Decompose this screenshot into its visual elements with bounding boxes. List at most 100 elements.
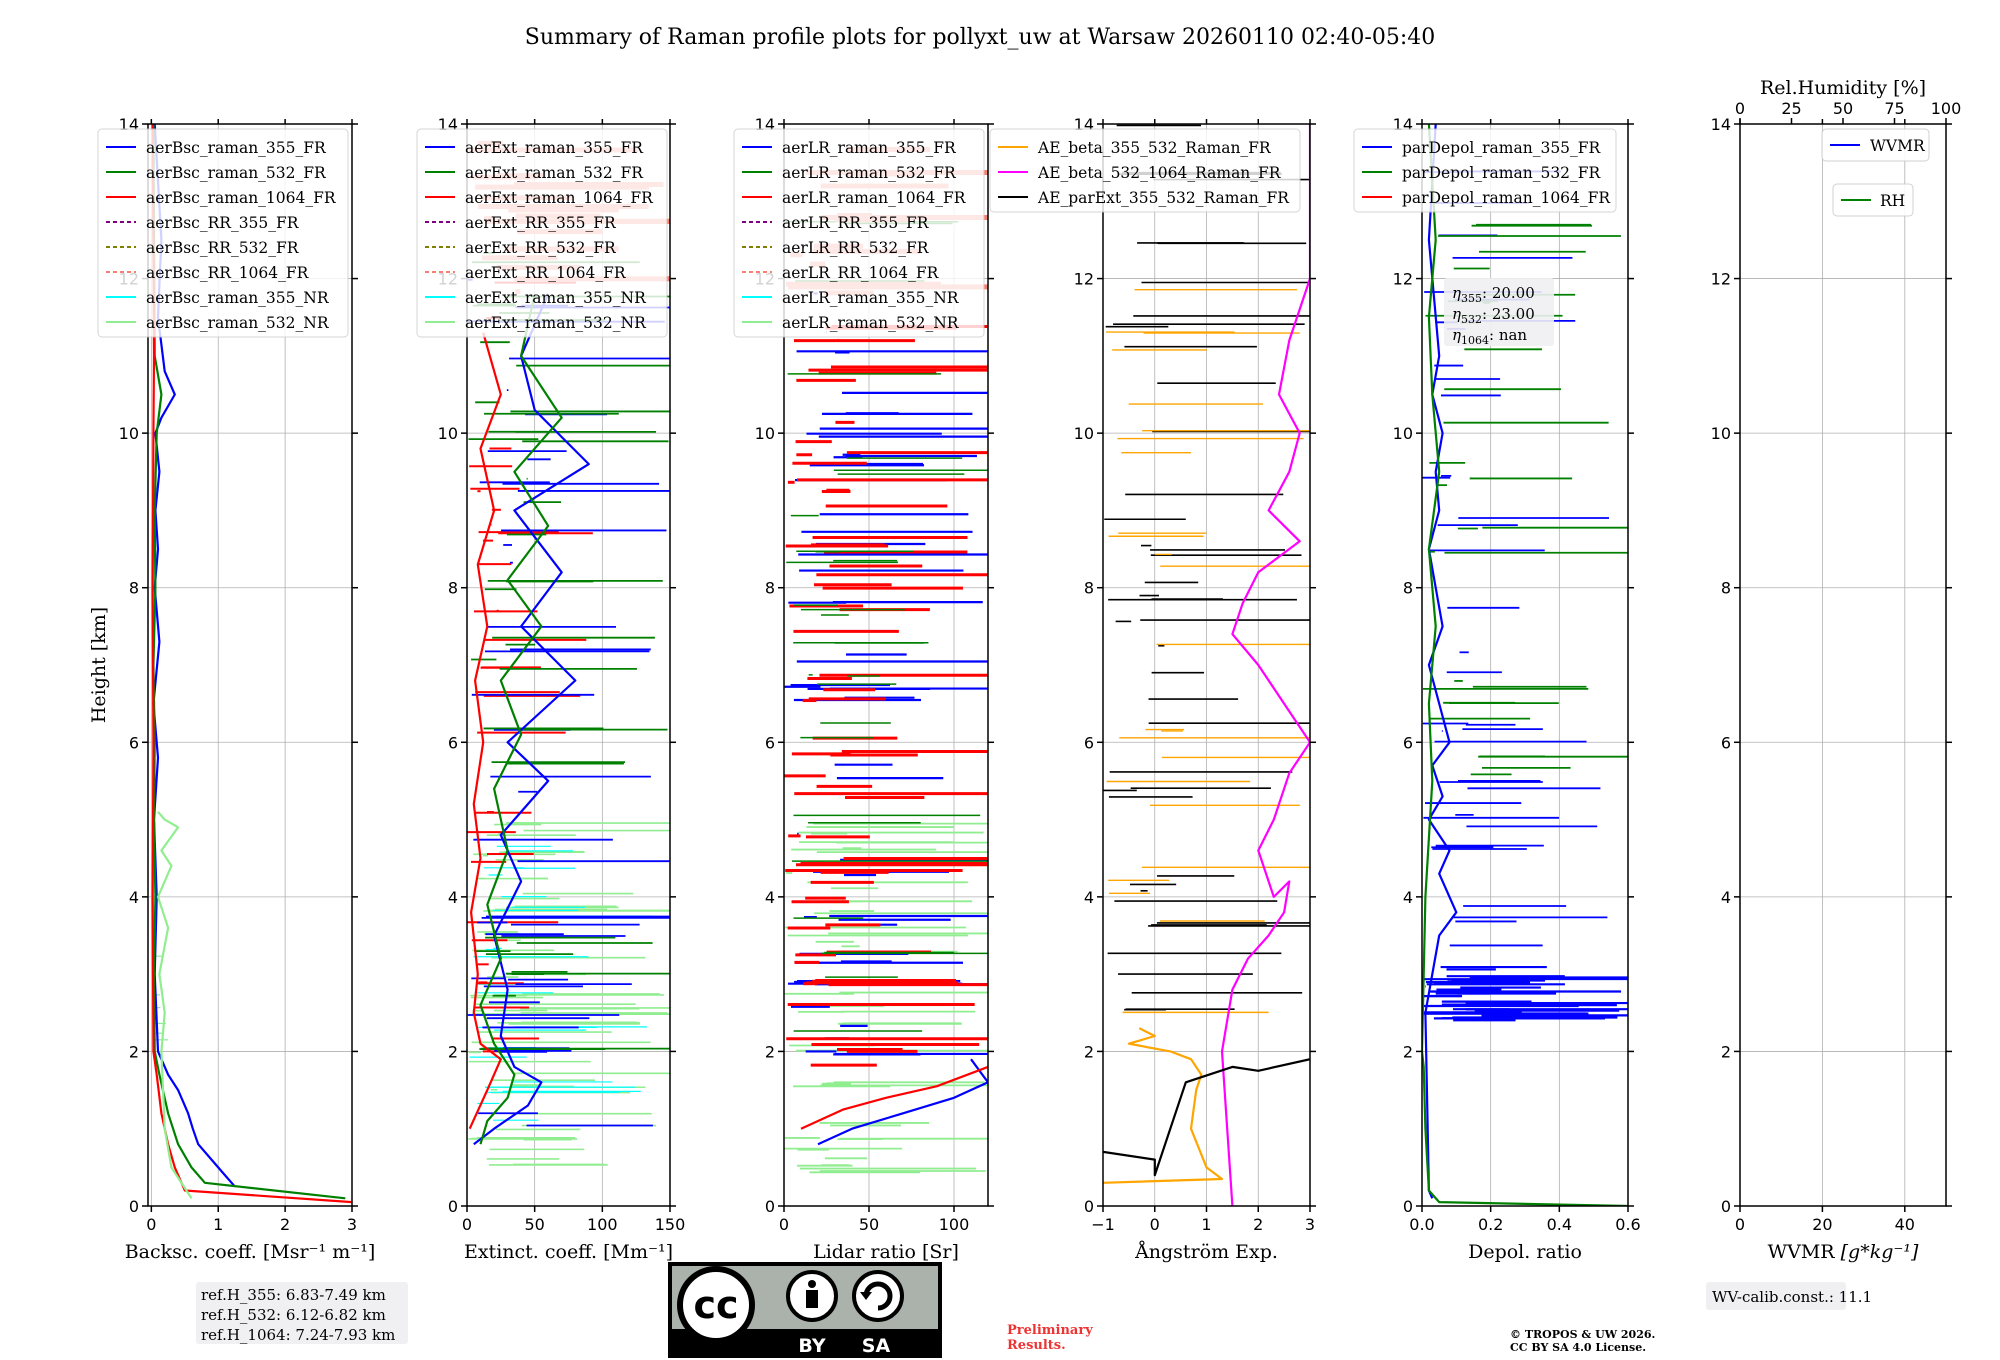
plot-area: [784, 146, 988, 1174]
xtick-label: 100: [587, 1215, 618, 1234]
legend-label: aerExt_RR_1064_FR: [465, 264, 627, 282]
xtick-label: 40: [1895, 1215, 1915, 1234]
ytick-label: 12: [1074, 270, 1094, 289]
preliminary-label: Preliminary: [1007, 1323, 1093, 1338]
legend-ae: AE_beta_355_532_Raman_FR AE_beta_532_1064…: [989, 128, 1301, 213]
xtick-label: 0: [1735, 1215, 1745, 1234]
ytick-label: 10: [438, 424, 458, 443]
legend-label: aerLR_RR_1064_FR: [782, 264, 940, 282]
ytick-label: 10: [1711, 424, 1731, 443]
legend-label: AE_parExt_355_532_Raman_FR: [1037, 189, 1290, 207]
top-xtick-label: 50: [1833, 99, 1853, 118]
xtick-label: 1: [1201, 1215, 1211, 1234]
x-axis-label: Backsc. coeff. [Msr⁻¹ m⁻¹]: [125, 1241, 376, 1263]
panel-lr: 02468101214050100Lidar ratio [Sr]aerLR_r…: [733, 115, 994, 1263]
legend-label: aerExt_raman_1064_FR: [465, 189, 654, 207]
legend-box: [416, 128, 668, 338]
legend-label: aerExt_RR_355_FR: [465, 214, 617, 232]
eta-annotation: η355: 20.00: [1452, 284, 1535, 305]
x-axis-label: Extinct. coeff. [Mm⁻¹]: [464, 1241, 673, 1263]
xtick-label: 100: [939, 1215, 970, 1234]
xtick-label: 3: [347, 1215, 357, 1234]
sa-label: SA: [862, 1335, 891, 1357]
legend-label: aerBsc_raman_355_NR: [146, 289, 330, 307]
xtick-label: 150: [655, 1215, 686, 1234]
ytick-label: 4: [1403, 888, 1413, 907]
xtick-label: 0: [146, 1215, 156, 1234]
legend-wvmr: WVMR: [1821, 128, 1930, 162]
ytick-label: 0: [1403, 1197, 1413, 1216]
ytick-label: 0: [129, 1197, 139, 1216]
x-axis-label: Ångström Exp.: [1134, 1241, 1278, 1263]
legend-label: aerExt_raman_355_FR: [465, 139, 644, 157]
results-label: Results.: [1007, 1338, 1066, 1353]
top-x-axis-label: Rel.Humidity [%]: [1760, 77, 1926, 99]
ytick-label: 10: [1393, 424, 1413, 443]
eta-annotation: η1064: nan: [1452, 326, 1527, 347]
legend-label: WVMR: [1870, 137, 1926, 155]
legend-label: aerBsc_RR_355_FR: [146, 214, 300, 232]
ytick-label: 14: [1711, 115, 1731, 134]
legend-label: aerExt_raman_532_NR: [465, 314, 647, 332]
legend-label: aerBsc_raman_532_NR: [146, 314, 330, 332]
ytick-label: 2: [129, 1042, 139, 1061]
xtick-label: 0: [1150, 1215, 1160, 1234]
ytick-label: 8: [1721, 579, 1731, 598]
legend-label: RH: [1880, 192, 1905, 210]
legend-label: aerExt_raman_355_NR: [465, 289, 647, 307]
legend-label: aerLR_raman_355_NR: [782, 289, 960, 307]
ytick-label: 6: [1403, 733, 1413, 752]
axes-frame: [466, 123, 671, 1207]
legend-label: aerExt_RR_532_FR: [465, 239, 617, 257]
series-line-aerExt_raman_532_FR: [479, 293, 563, 1145]
xtick-label: 0.4: [1547, 1215, 1572, 1234]
xtick-label: 3: [1305, 1215, 1315, 1234]
cc-logo-text: cc: [693, 1283, 738, 1327]
legend-ext: aerExt_raman_355_FR aerExt_raman_532_FRae…: [416, 128, 668, 338]
top-xtick-label: 75: [1884, 99, 1904, 118]
legend-box: [97, 128, 349, 338]
legend-label: aerBsc_raman_355_FR: [146, 139, 327, 157]
series-line-aerLR_raman_355_FR: [817, 1058, 988, 1146]
legend-label: aerBsc_raman_532_FR: [146, 164, 327, 182]
legend-label: aerBsc_RR_532_FR: [146, 239, 300, 257]
ytick-label: 8: [1084, 579, 1094, 598]
legend-box: [989, 128, 1301, 213]
axes-frame: [783, 123, 989, 1207]
legend-rh: RH: [1832, 183, 1914, 217]
ytick-label: 12: [1711, 270, 1731, 289]
legend-label: aerLR_RR_532_FR: [782, 239, 930, 257]
xtick-label: 2: [1253, 1215, 1263, 1234]
ytick-label: 0: [448, 1197, 458, 1216]
figure-title: Summary of Raman profile plots for polly…: [525, 25, 1435, 50]
ytick-label: 6: [1721, 733, 1731, 752]
series-line-aerBsc_raman_532_FR: [152, 124, 346, 1200]
cc-license-badge: cc BY SA: [668, 1262, 942, 1358]
panel-bsc: 024681012140123Backsc. coeff. [Msr⁻¹ m⁻¹…: [88, 115, 375, 1263]
ytick-label: 0: [765, 1197, 775, 1216]
ytick-label: 4: [1721, 888, 1731, 907]
legend-label: aerLR_raman_1064_FR: [782, 189, 967, 207]
xtick-label: 0: [779, 1215, 789, 1234]
xtick-label: 50: [524, 1215, 544, 1234]
legend-label: AE_beta_355_532_Raman_FR: [1037, 139, 1272, 157]
series-line-AE_beta_532_1064_Raman_FR: [1220, 124, 1310, 1206]
panels: 024681012140123Backsc. coeff. [Msr⁻¹ m⁻¹…: [88, 77, 1961, 1263]
ytick-label: 12: [1393, 270, 1413, 289]
legend-label: aerBsc_RR_1064_FR: [146, 264, 310, 282]
legend-label: parDepol_raman_532_FR: [1402, 164, 1602, 182]
ytick-label: 6: [448, 733, 458, 752]
x-axis-label: WVMR [g*kg⁻¹]: [1768, 1241, 1919, 1263]
legend-box: [733, 128, 985, 338]
ytick-label: 6: [129, 733, 139, 752]
plot-area: [151, 124, 352, 1204]
wv-calib-const: WV-calib.const.: 11.1: [1712, 1288, 1872, 1306]
series-line-aerBsc_raman_532_NR: [156, 811, 193, 1199]
by-label: BY: [798, 1335, 825, 1357]
ytick-label: 8: [129, 579, 139, 598]
legend-box: [1353, 128, 1617, 213]
y-axis-label: Height [km]: [88, 607, 110, 723]
top-xtick-label: 25: [1781, 99, 1801, 118]
